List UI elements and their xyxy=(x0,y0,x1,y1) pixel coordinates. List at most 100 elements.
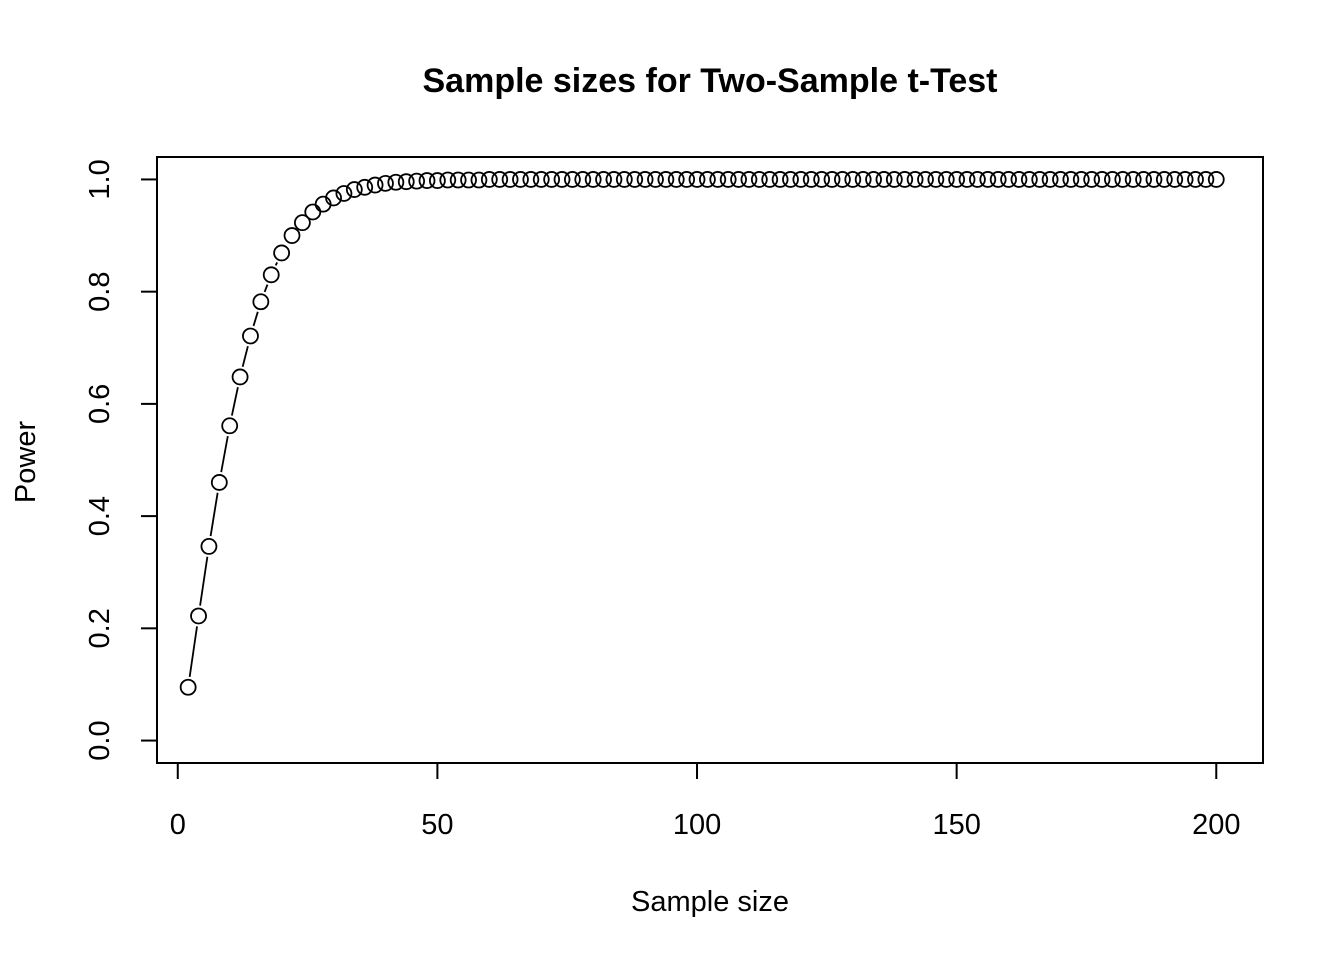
data-point xyxy=(273,244,291,262)
data-point xyxy=(1104,171,1121,188)
data-point xyxy=(969,171,986,188)
data-point xyxy=(1207,171,1225,188)
data-point xyxy=(512,171,529,188)
series-segment xyxy=(274,262,278,266)
data-point xyxy=(1020,171,1038,188)
data-point xyxy=(221,417,239,435)
data-point xyxy=(1031,171,1049,188)
data-point xyxy=(283,227,301,244)
data-point xyxy=(699,171,716,188)
data-point xyxy=(1041,171,1059,188)
x-axis-label: Sample size xyxy=(631,886,789,918)
data-point xyxy=(262,266,280,284)
data-point xyxy=(1166,171,1184,188)
data-point xyxy=(293,214,311,232)
data-point xyxy=(678,171,696,188)
x-tick-label: 200 xyxy=(1192,809,1240,841)
data-point xyxy=(1124,171,1142,188)
data-point xyxy=(428,172,446,189)
data-point xyxy=(595,171,612,188)
data-point xyxy=(719,171,737,188)
data-point xyxy=(439,171,457,189)
data-point xyxy=(449,171,467,189)
data-point xyxy=(1114,171,1132,188)
data-point xyxy=(979,171,997,188)
y-axis: 0.0 0.2 0.4 0.6 0.8 1.0 xyxy=(84,159,158,761)
series-segment xyxy=(241,345,249,367)
y-tick-label: 0.8 xyxy=(84,272,116,312)
data-point xyxy=(948,171,966,188)
data-point xyxy=(813,171,831,188)
data-point xyxy=(1176,171,1194,188)
data-point xyxy=(782,171,799,188)
x-axis: 0 50 100 150 200 xyxy=(170,762,1240,841)
data-point xyxy=(501,171,519,188)
series-segment xyxy=(263,284,269,293)
data-point xyxy=(584,171,602,188)
data-point xyxy=(636,171,654,188)
data-point xyxy=(179,678,197,696)
data-point xyxy=(937,171,955,188)
data-point xyxy=(927,171,945,188)
data-point xyxy=(740,171,758,188)
data-point xyxy=(1197,171,1215,188)
data-point xyxy=(252,293,270,311)
data-point xyxy=(688,171,706,188)
y-axis-label: Power xyxy=(10,421,42,504)
series-segment xyxy=(199,556,209,606)
data-point xyxy=(491,171,509,188)
data-point xyxy=(377,174,394,192)
y-tick-label: 1.0 xyxy=(84,159,116,199)
x-tick-label: 150 xyxy=(932,809,980,841)
y-tick-label: 0.6 xyxy=(84,384,116,424)
data-point xyxy=(1187,171,1204,188)
data-point xyxy=(1072,171,1090,188)
data-point xyxy=(761,171,779,188)
data-point xyxy=(1010,171,1028,188)
data-point xyxy=(210,474,228,491)
data-point xyxy=(200,538,218,555)
data-point xyxy=(1083,171,1101,188)
data-point xyxy=(345,181,363,198)
data-point xyxy=(1000,171,1017,188)
data-point xyxy=(325,189,342,207)
data-point xyxy=(989,171,1007,188)
data-point xyxy=(1093,171,1111,188)
data-point xyxy=(574,171,592,188)
series-segment xyxy=(252,311,259,327)
data-point xyxy=(854,171,872,188)
data-point xyxy=(532,171,550,188)
data-point xyxy=(709,171,727,188)
data-point xyxy=(865,171,882,188)
data-point xyxy=(834,171,851,188)
data-point xyxy=(1155,171,1173,188)
x-tick-label: 100 xyxy=(673,809,721,841)
data-point xyxy=(792,171,810,188)
data-point xyxy=(242,327,259,345)
series-segment xyxy=(230,387,239,416)
data-point xyxy=(750,171,768,188)
data-point xyxy=(190,607,207,625)
data-point xyxy=(543,171,561,188)
data-point xyxy=(356,178,374,196)
data-point xyxy=(958,171,976,188)
data-point xyxy=(480,171,498,188)
data-point xyxy=(647,171,664,188)
data-point xyxy=(906,171,924,188)
data-point xyxy=(460,171,477,189)
plot-frame xyxy=(156,156,1264,764)
data-point xyxy=(470,171,488,189)
data-point xyxy=(771,171,789,188)
data-point xyxy=(885,171,903,188)
data-point xyxy=(730,171,747,188)
data-point xyxy=(553,171,571,188)
x-tick-label: 50 xyxy=(421,809,453,841)
data-point xyxy=(397,173,415,191)
data-point xyxy=(304,203,322,221)
data-point xyxy=(1052,171,1069,188)
data-series xyxy=(179,171,1225,696)
data-point xyxy=(917,171,934,188)
data-point xyxy=(626,171,644,188)
data-point xyxy=(231,368,249,386)
